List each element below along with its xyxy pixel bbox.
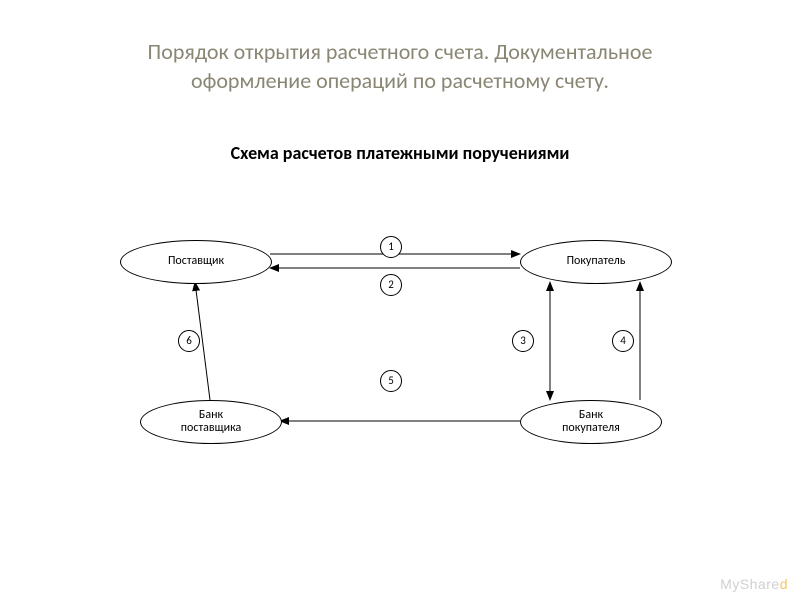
- watermark-prefix: MyShare: [720, 576, 780, 592]
- node-supplier: Поставщик: [120, 240, 272, 284]
- step-badge-1: 1: [380, 236, 402, 258]
- node-buyer: Покупатель: [520, 240, 672, 284]
- node-sublabel: поставщика: [181, 422, 241, 435]
- node-bank_buyer: Банкпокупателя: [520, 400, 662, 444]
- watermark: MyShared: [720, 576, 788, 592]
- step-badge-3: 3: [512, 330, 534, 352]
- title-line1: Порядок открытия расчетного счета. Докум…: [148, 38, 653, 65]
- page-subtitle: Схема расчетов платежными поручениями: [0, 142, 800, 164]
- flowchart-diagram: Поставщик Покупатель Банкпоставщика Банкпок…: [120, 240, 680, 470]
- watermark-accent: d: [780, 576, 788, 592]
- node-sublabel: покупателя: [562, 422, 620, 435]
- step-badge-4: 4: [612, 330, 634, 352]
- title-line2: оформление операций по расчетному счету.: [191, 67, 609, 94]
- page-title: Порядок открытия расчетного счета. Докум…: [0, 38, 800, 95]
- step-badge-5: 5: [380, 370, 402, 392]
- node-bank_supplier: Банкпоставщика: [140, 400, 282, 444]
- step-badge-2: 2: [380, 274, 402, 296]
- node-label: Поставщик: [168, 255, 224, 268]
- step-badge-6: 6: [178, 330, 200, 352]
- node-label: Покупатель: [567, 255, 626, 268]
